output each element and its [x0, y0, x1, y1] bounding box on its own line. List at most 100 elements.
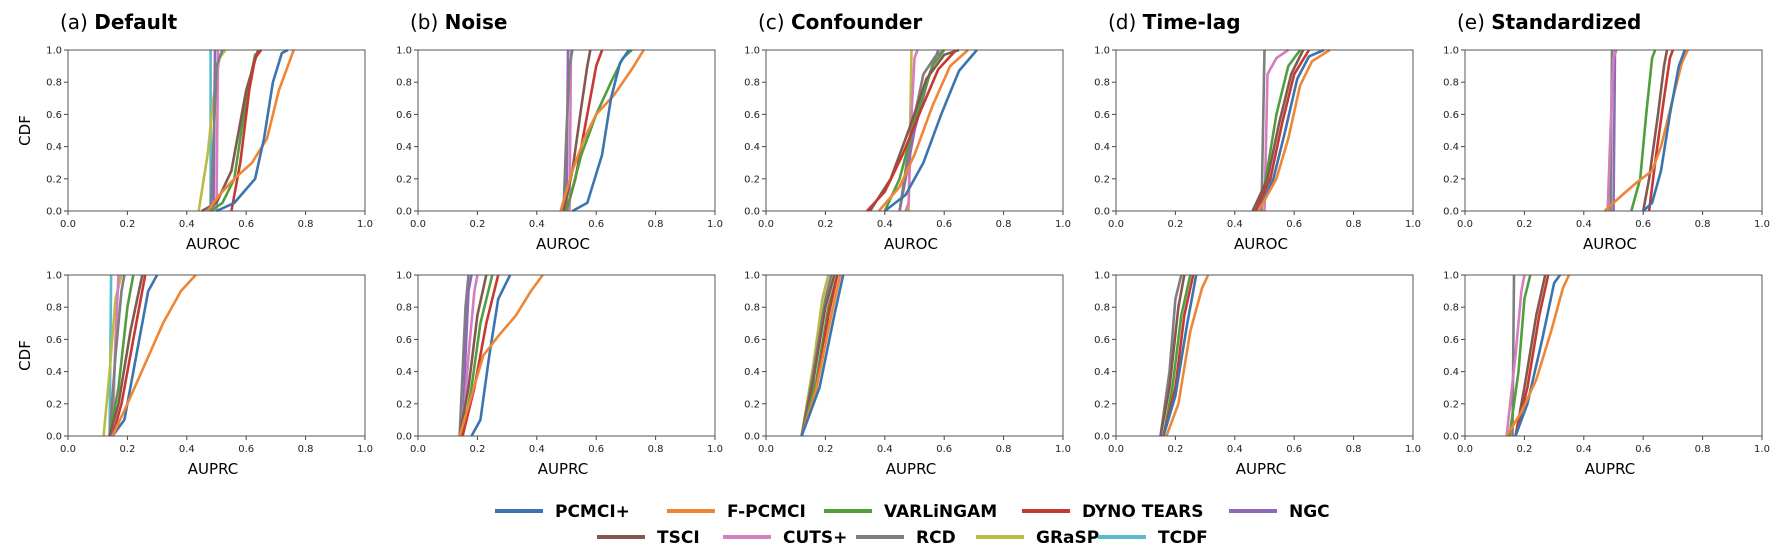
y-tick-label: 0.4: [744, 367, 760, 378]
y-tick-label: 0.8: [396, 303, 412, 314]
y-tick-label: 0.0: [396, 432, 412, 443]
legend-label-tcdf: TCDF: [1158, 528, 1208, 548]
x-tick-label: 1.0: [357, 219, 373, 230]
panel-title-4: (d) Time-lag: [1108, 10, 1241, 34]
plot-frame: [1115, 274, 1414, 437]
series-line-varlingam: [1508, 274, 1532, 437]
x-tick-label: 0.6: [1635, 219, 1651, 230]
legend-label-ngc: NGC: [1289, 502, 1330, 522]
x-tick-label: 0.2: [1167, 444, 1183, 455]
x-axis-label: AUPRC: [886, 460, 936, 478]
x-axis-label: AUROC: [1583, 235, 1637, 253]
x-tick-label: 0.8: [1695, 219, 1711, 230]
y-tick-label: 0.8: [1094, 303, 1110, 314]
panel-title-1: (a) Default: [60, 10, 178, 34]
y-tick-label: 1.0: [396, 271, 412, 282]
y-tick-label: 1.0: [1443, 46, 1459, 57]
series-line-dyno-tears: [230, 49, 263, 212]
y-tick-label: 0.2: [1443, 174, 1459, 185]
x-tick-label: 0.4: [1227, 219, 1243, 230]
x-axis-label: AUPRC: [1236, 460, 1286, 478]
x-tick-label: 1.0: [1055, 444, 1071, 455]
y-tick-label: 0.0: [1094, 207, 1110, 218]
y-tick-label: 0.0: [744, 432, 760, 443]
y-tick-label: 0.4: [396, 142, 412, 153]
x-tick-label: 0.4: [529, 219, 545, 230]
y-tick-label: 0.4: [1443, 367, 1459, 378]
x-axis-label: AUROC: [1234, 235, 1288, 253]
series-line-varlingam: [1630, 49, 1657, 212]
y-tick-label: 0.4: [46, 367, 62, 378]
plot-frame: [417, 49, 716, 212]
plot-frame: [67, 49, 366, 212]
series-line-tsci: [1251, 49, 1305, 212]
x-tick-label: 0.2: [1516, 219, 1532, 230]
series-line-rcd: [458, 274, 470, 437]
y-tick-label: 0.6: [744, 335, 760, 346]
x-tick-label: 0.2: [469, 219, 485, 230]
x-tick-label: 1.0: [1055, 219, 1071, 230]
y-tick-label: 0.8: [396, 78, 412, 89]
series-line-f-pcmci: [111, 274, 197, 437]
y-tick-label: 1.0: [1443, 271, 1459, 282]
series-line-dyno-tears: [461, 274, 500, 437]
y-tick-label: 0.8: [1094, 78, 1110, 89]
x-tick-label: 0.6: [1635, 444, 1651, 455]
y-tick-label: 0.8: [1443, 78, 1459, 89]
legend-label-varlingam: VARLiNGAM: [884, 502, 997, 522]
legend-label-dyno-tears: DYNO TEARS: [1082, 502, 1203, 522]
y-tick-label: 0.0: [1443, 207, 1459, 218]
series-line-tsci: [1159, 274, 1186, 437]
series-line-cuts-: [111, 274, 120, 437]
panel-auroc-3: 0.00.0 0.2 0.2 0.4 0.4 0.6 0.6 0.8 0.8 1.0 1.0 AURO…: [744, 46, 1071, 254]
y-tick-label: 0.2: [744, 399, 760, 410]
x-tick-label: 0.4: [877, 219, 893, 230]
x-axis-label: AUROC: [186, 235, 240, 253]
x-tick-label: 0.2: [469, 444, 485, 455]
panel-auprc-4: 0.00.0 0.2 0.2 0.4 0.4 0.6 0.6 0.8 0.8 1.0 1.0 AUPR…: [1094, 271, 1421, 479]
x-tick-label: 0.4: [529, 444, 545, 455]
series-line-rcd: [108, 274, 126, 437]
series-line-cuts-: [1606, 49, 1618, 212]
series-line-rcd: [1159, 274, 1183, 437]
series-line-pcmci-: [470, 274, 512, 437]
y-tick-label: 0.6: [1094, 335, 1110, 346]
y-tick-label: 0.6: [46, 335, 62, 346]
x-tick-label: 0.4: [1576, 219, 1592, 230]
y-tick-label: 0.8: [46, 303, 62, 314]
series-line-pcmci-: [215, 48, 289, 213]
x-tick-label: 0.2: [817, 219, 833, 230]
panel-auprc-5: 0.00.0 0.2 0.2 0.4 0.4 0.6 0.6 0.8 0.8 1.0 1.0 AUPR…: [1443, 271, 1770, 479]
series-line-tsci: [458, 274, 488, 437]
y-tick-label: 1.0: [1094, 46, 1110, 57]
y-tick-label: 0.4: [1094, 142, 1110, 153]
y-tick-label: 0.8: [744, 303, 760, 314]
y-tick-label: 1.0: [396, 46, 412, 57]
legend: PCMCI+ F-PCMCI VARLiNGAM DYNO TEARS NGC TSCI C…: [495, 502, 1330, 548]
y-tick-label: 0.6: [46, 110, 62, 121]
panel-title-2: (b) Noise: [410, 10, 507, 34]
series-line-varlingam: [108, 274, 135, 437]
panel-title-3: (c) Confounder: [758, 10, 922, 34]
series-line-f-pcmci: [800, 274, 842, 437]
x-axis-label: AUROC: [536, 235, 590, 253]
panel-auprc-1: 0.00.0 0.2 0.2 0.4 0.4 0.6 0.6 0.8 0.8 1.0 1.0 AUPR…: [46, 271, 373, 479]
x-axis-label: AUPRC: [1585, 460, 1635, 478]
y-tick-label: 0.8: [46, 78, 62, 89]
plot-frame: [1115, 49, 1414, 212]
x-tick-label: 0.4: [1576, 444, 1592, 455]
y-tick-label: 0.2: [46, 399, 62, 410]
series-line-pcmci-: [571, 49, 630, 213]
y-tick-label: 0.6: [396, 335, 412, 346]
y-tick-label: 1.0: [744, 46, 760, 57]
x-tick-label: 0.8: [648, 219, 664, 230]
x-tick-label: 0.0: [1457, 219, 1473, 230]
legend-label-tsci: TSCI: [657, 528, 700, 548]
x-tick-label: 0.4: [1227, 444, 1243, 455]
series-line-dyno-tears: [1647, 49, 1675, 212]
y-tick-label: 0.0: [46, 207, 62, 218]
legend-label-cuts-: CUTS+: [783, 528, 847, 548]
x-tick-label: 0.2: [1167, 219, 1183, 230]
series-line-dyno-tears: [111, 274, 147, 437]
x-tick-label: 0.4: [877, 444, 893, 455]
